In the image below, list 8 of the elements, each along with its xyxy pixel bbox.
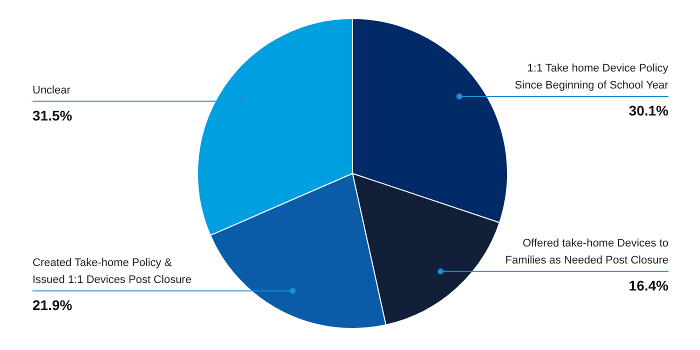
slice-label: Created Take-home Policy & Issued 1:1 Devices Post Closure	[32, 257, 192, 286]
data-label: 30.1%	[628, 102, 670, 118]
data-label: 16.4%	[628, 277, 670, 294]
slice-label: 1:1 Take home Device Policy Since Beginning of School Year	[514, 62, 669, 92]
data-label: 21.9%	[32, 296, 73, 313]
data-label: 31.5%	[32, 107, 73, 124]
slice-label: Offered take-home Devices to Families as Needed Post Closure	[505, 238, 669, 266]
slice-label: Unclear	[32, 84, 71, 96]
